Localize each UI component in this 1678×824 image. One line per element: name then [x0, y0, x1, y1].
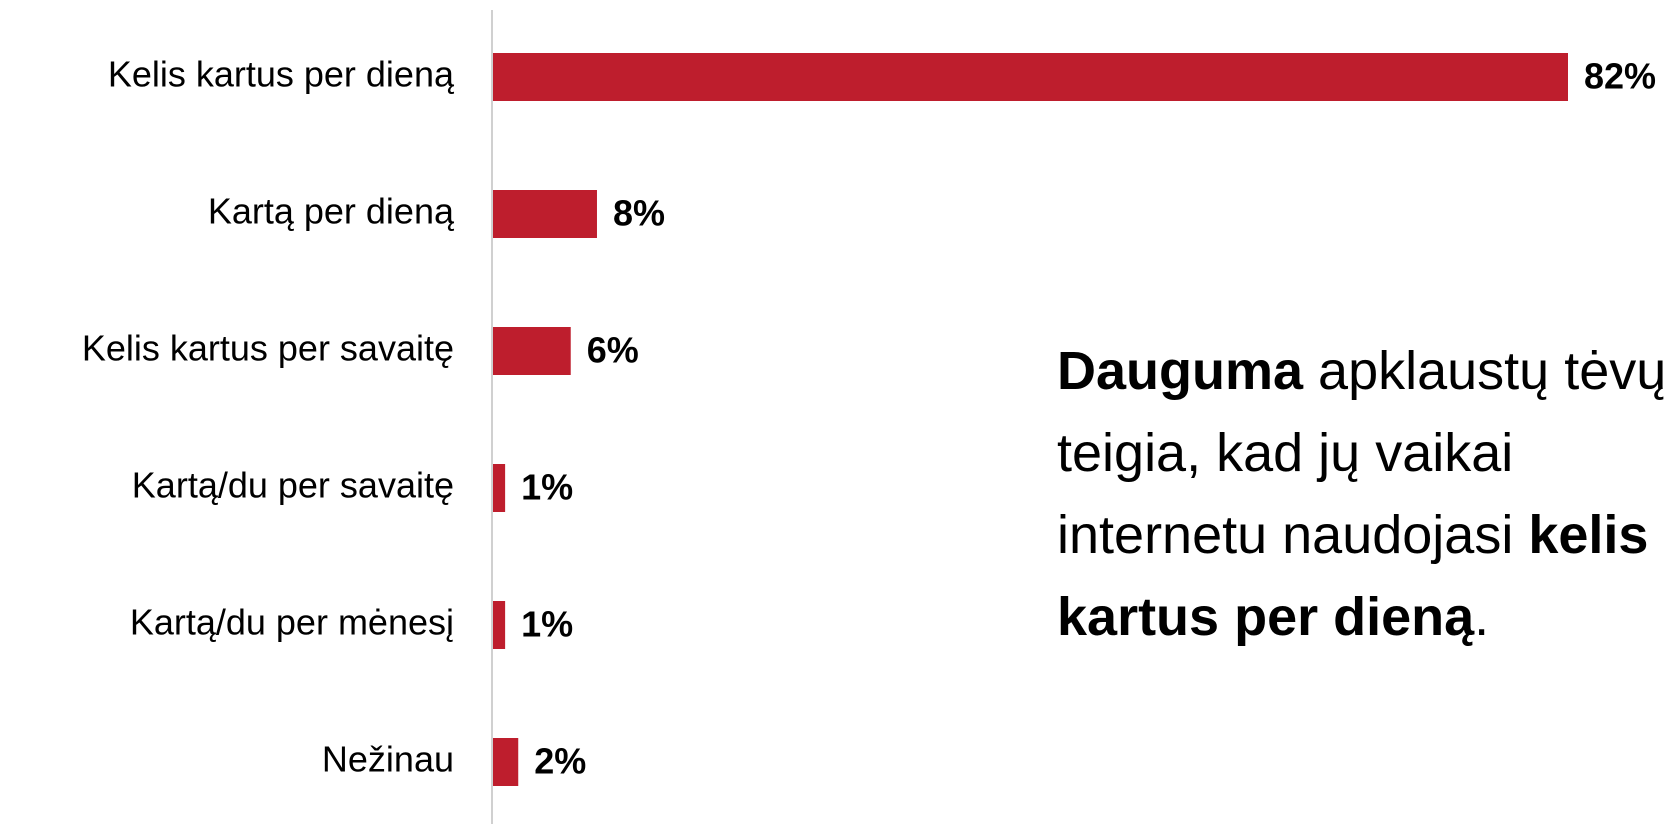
value-label: 82% [1584, 56, 1656, 97]
value-label: 2% [534, 741, 586, 782]
category-label: Nežinau [322, 739, 454, 780]
annotation-text: . [1474, 587, 1490, 647]
category-label: Kelis kartus per dieną [108, 54, 455, 95]
annotation-text: kelis kartus per dieną [1057, 505, 1649, 647]
bar [493, 464, 506, 512]
value-label: 8% [613, 193, 665, 234]
annotation-text: Dauguma [1057, 341, 1304, 401]
bar [493, 327, 571, 375]
category-label: Kartą per dieną [208, 191, 455, 232]
category-label: Kelis kartus per savaitę [82, 328, 454, 369]
category-label: Kartą/du per mėnesį [130, 602, 454, 643]
bar [493, 190, 597, 238]
value-label: 1% [521, 604, 573, 645]
bar [493, 738, 519, 786]
bar [493, 53, 1568, 101]
value-label: 6% [587, 330, 639, 371]
category-label: Kartą/du per savaitę [132, 465, 454, 506]
annotation-text: apklaustų tėvų teigia, kad jų vaikai int… [1057, 341, 1667, 565]
bar [493, 601, 506, 649]
annotation: Dauguma apklaustų tėvų teigia, kad jų va… [1057, 330, 1672, 658]
value-label: 1% [521, 467, 573, 508]
